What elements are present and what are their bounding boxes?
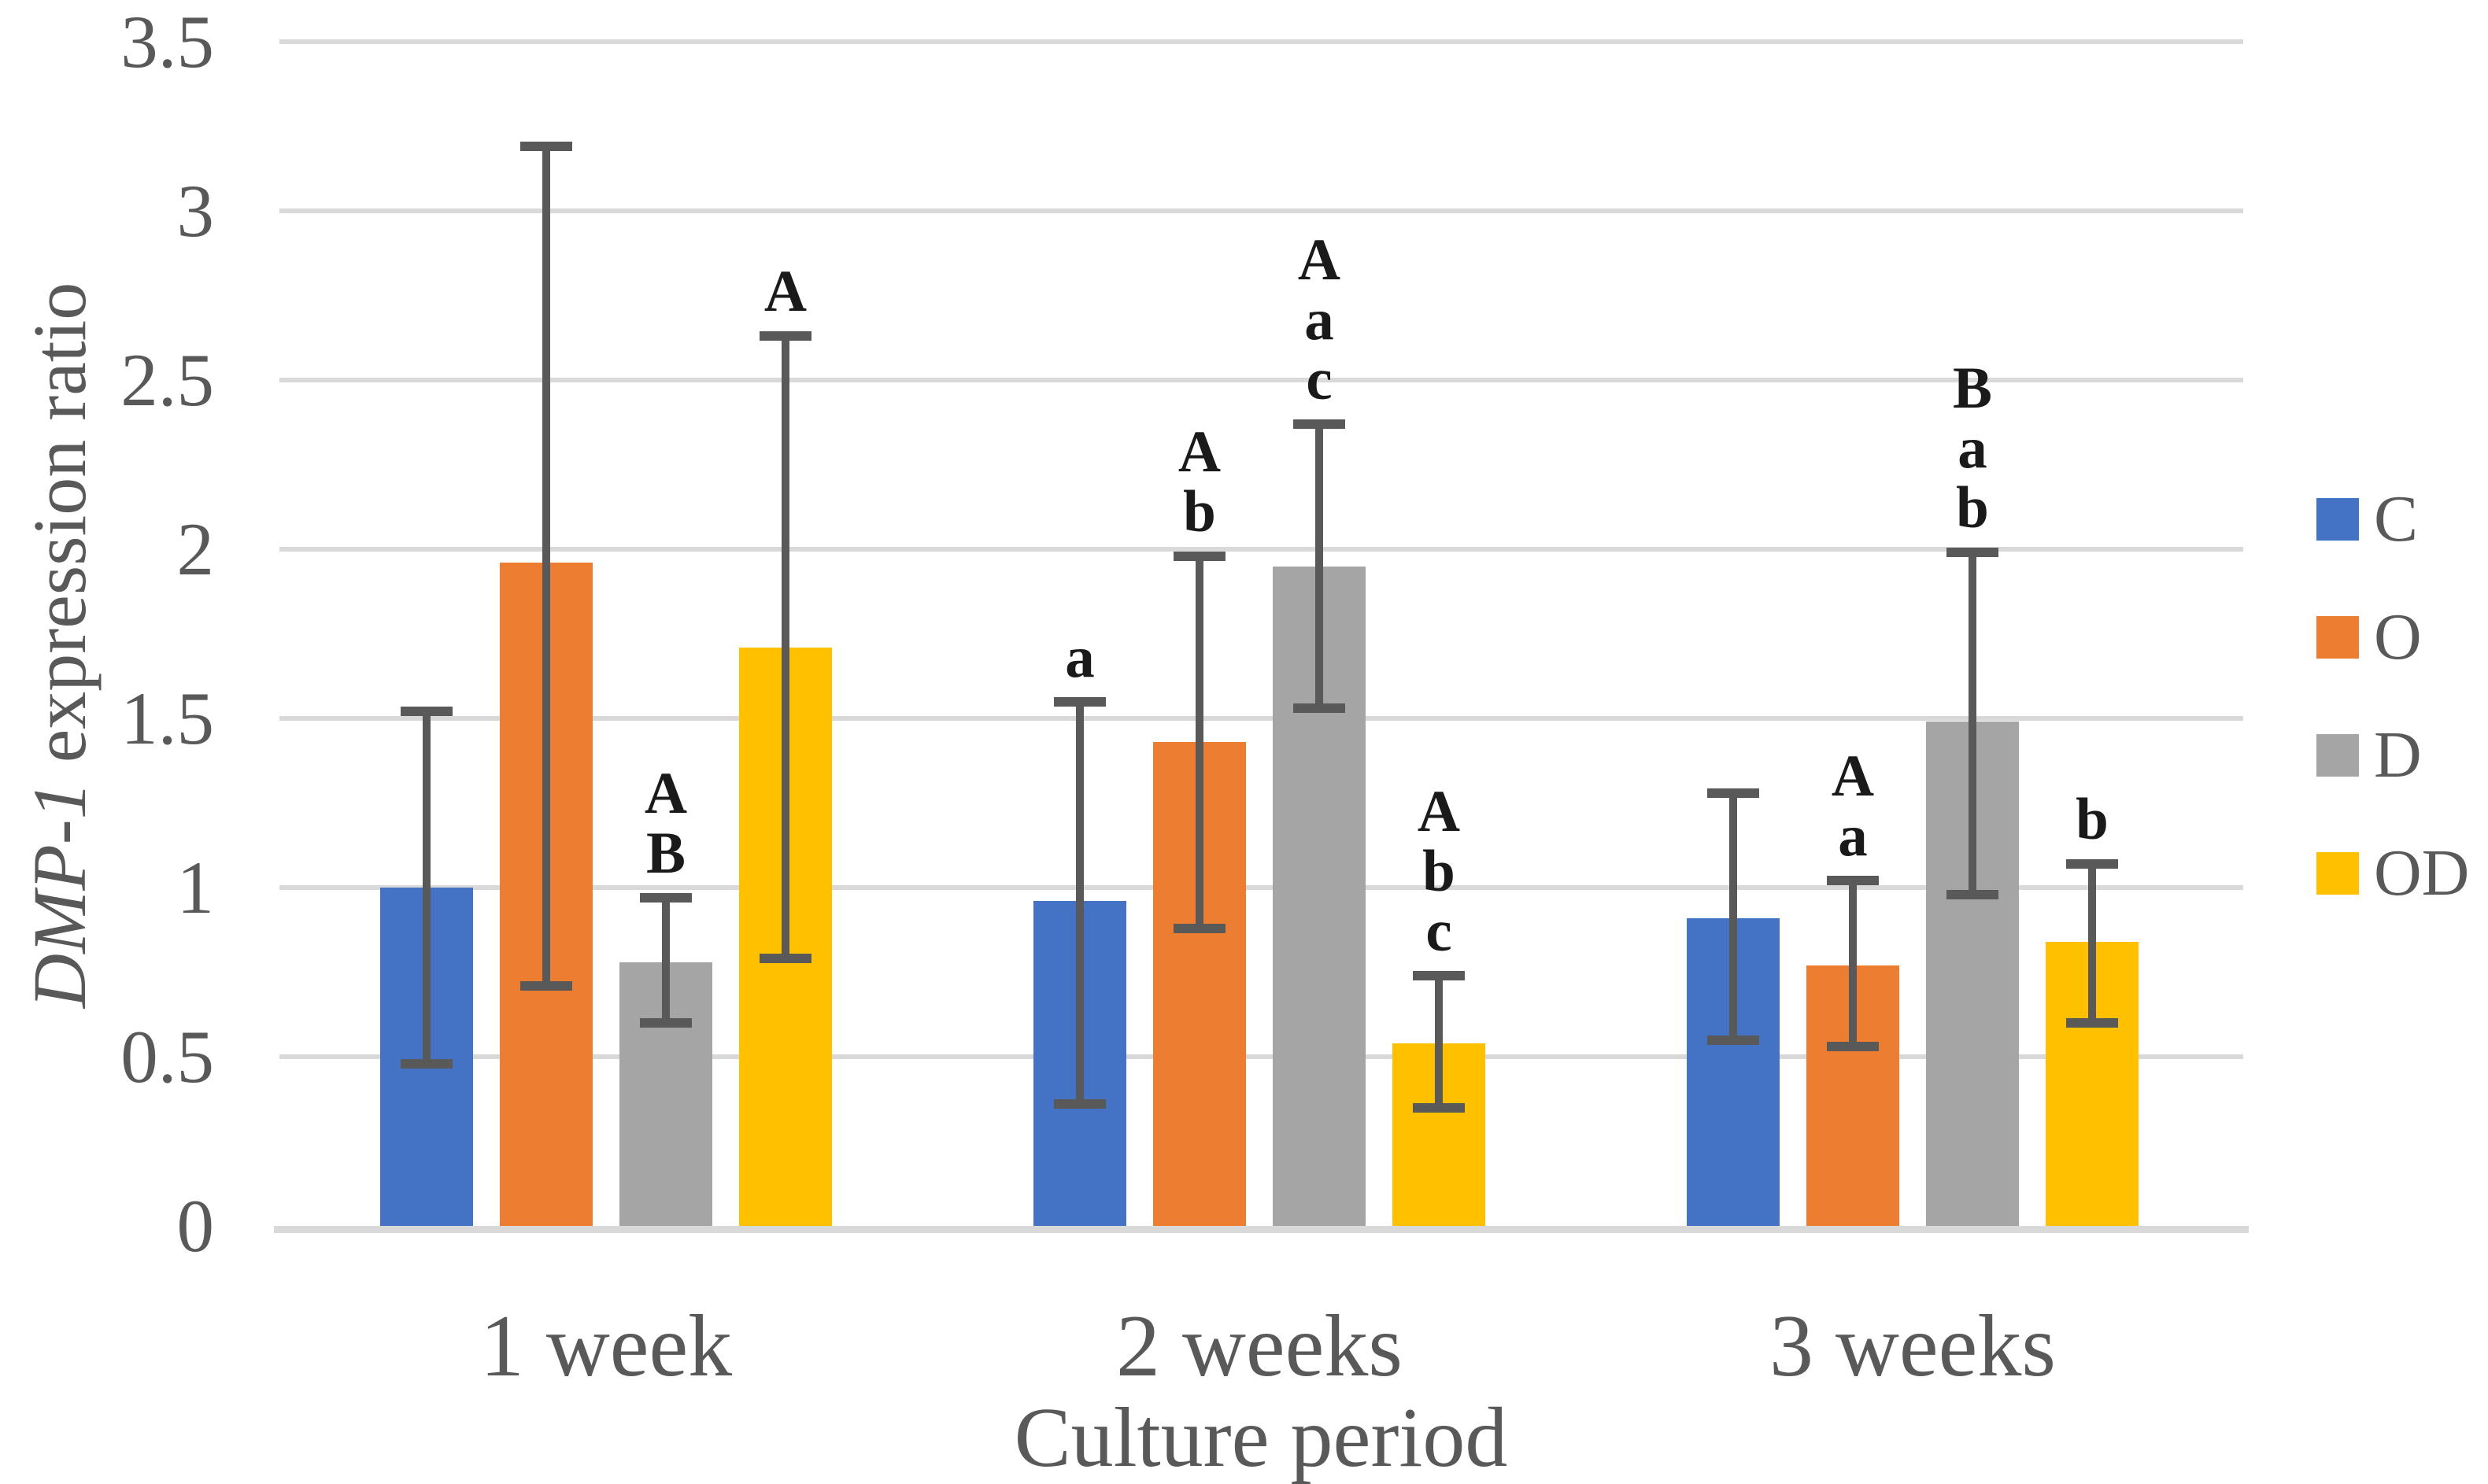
error-bar-line-D-1-week: [662, 897, 670, 1023]
y-tick-label-2: 2: [176, 508, 215, 591]
error-bar-line-C-1-week: [423, 711, 431, 1064]
error-bar-cap-bottom-OD-3-weeks: [2066, 1018, 2118, 1028]
significance-letter: b: [1183, 478, 1216, 545]
x-category-1-week: 1 week: [479, 1298, 733, 1395]
significance-letter: b: [1422, 838, 1455, 904]
legend-swatch-C: [2316, 498, 2359, 541]
x-axis-title: Culture period: [1014, 1391, 1508, 1484]
y-tick-label-3: 3: [176, 169, 215, 253]
x-axis-line: [274, 1226, 2249, 1233]
gridline-2.5: [279, 378, 2243, 382]
significance-letter: c: [1425, 898, 1452, 964]
legend-swatch-D: [2316, 734, 2359, 777]
gridline-1: [279, 885, 2243, 890]
error-bar-line-OD-1-week: [782, 336, 789, 959]
significance-letter: B: [1952, 356, 1993, 422]
error-bar-cap-bottom-D-2-weeks: [1293, 703, 1345, 714]
significance-letter: c: [1306, 346, 1333, 412]
significance-letter: a: [1065, 624, 1095, 690]
error-bar-cap-bottom-C-3-weeks: [1707, 1035, 1759, 1045]
error-bar-cap-bottom-OD-2-weeks: [1413, 1102, 1465, 1113]
legend-label-O: O: [2374, 600, 2422, 674]
error-bar-cap-top-D-3-weeks: [1946, 548, 1998, 558]
gridline-3: [279, 209, 2243, 213]
significance-letter: a: [1304, 286, 1334, 353]
gridline-0.5: [279, 1054, 2243, 1059]
y-axis-title: DMP-1 expression ratio: [13, 173, 110, 1117]
error-bar-cap-top-D-2-weeks: [1293, 419, 1345, 429]
error-bar-cap-top-C-2-weeks: [1054, 696, 1106, 707]
significance-letter: A: [644, 760, 688, 826]
gridline-1.5: [279, 716, 2243, 721]
gridline-2: [279, 547, 2243, 552]
legend-label-D: D: [2374, 718, 2422, 792]
y-tick-label-0: 0: [176, 1184, 215, 1268]
error-bar-cap-bottom-O-2-weeks: [1174, 923, 1226, 933]
significance-letter: b: [2076, 786, 2109, 852]
significance-letters-OD-1-week: A: [667, 262, 904, 322]
significance-letter: a: [1838, 803, 1868, 869]
legend-swatch-OD: [2316, 852, 2359, 895]
error-bar-line-C-2-weeks: [1076, 701, 1084, 1105]
error-bar-cap-top-O-3-weeks: [1827, 876, 1879, 886]
error-bar-line-D-3-weeks: [1969, 552, 1976, 895]
error-bar-line-C-3-weeks: [1729, 792, 1737, 1040]
error-bar-cap-bottom-D-3-weeks: [1946, 889, 1998, 899]
error-bar-cap-top-D-1-week: [640, 892, 692, 903]
error-bar-cap-top-O-2-weeks: [1174, 551, 1226, 561]
legend-label-OD: OD: [2374, 836, 2470, 910]
significance-letter: b: [1956, 475, 1989, 541]
y-tick-label-1: 1: [176, 846, 215, 929]
error-bar-cap-bottom-OD-1-week: [760, 954, 811, 964]
y-tick-label-1.5: 1.5: [120, 677, 214, 760]
error-bar-cap-bottom-C-2-weeks: [1054, 1099, 1106, 1109]
x-category-2-weeks: 2 weeks: [1116, 1298, 1403, 1395]
significance-letter: A: [1177, 419, 1222, 485]
error-bar-cap-bottom-C-1-week: [401, 1058, 453, 1069]
error-bar-cap-top-O-1-week: [520, 142, 572, 152]
significance-letter: A: [1417, 778, 1461, 844]
error-bar-line-D-2-weeks: [1315, 423, 1323, 709]
significance-letter: A: [1297, 227, 1341, 293]
error-bar-cap-top-OD-2-weeks: [1413, 970, 1465, 980]
error-bar-line-O-1-week: [542, 146, 550, 986]
legend-swatch-O: [2316, 616, 2359, 659]
y-axis-title-rest: expression ratio: [17, 282, 102, 782]
y-tick-label-3.5: 3.5: [120, 0, 214, 83]
significance-letters-OD-3-weeks: b: [1974, 786, 2210, 852]
significance-letter: a: [1957, 415, 1987, 482]
significance-letter: B: [645, 820, 686, 886]
y-tick-label-2.5: 2.5: [120, 338, 214, 422]
error-bar-cap-bottom-O-3-weeks: [1827, 1042, 1879, 1052]
error-bar-line-O-3-weeks: [1849, 880, 1857, 1047]
error-bar-cap-top-C-3-weeks: [1707, 788, 1759, 798]
x-category-3-weeks: 3 weeks: [1769, 1298, 2056, 1395]
error-bar-cap-top-OD-1-week: [760, 331, 811, 341]
error-bar-cap-bottom-O-1-week: [520, 980, 572, 991]
error-bar-line-O-2-weeks: [1196, 556, 1203, 928]
error-bar-cap-top-C-1-week: [401, 707, 453, 717]
y-axis-title-italic: DMP-1: [17, 781, 102, 1009]
significance-letter: A: [1831, 744, 1875, 810]
error-bar-cap-top-OD-3-weeks: [2066, 858, 2118, 869]
legend-label-C: C: [2374, 482, 2419, 556]
error-bar-line-OD-2-weeks: [1435, 975, 1443, 1108]
error-bar-line-OD-3-weeks: [2088, 863, 2096, 1023]
gridline-3.5: [279, 39, 2243, 44]
significance-letter: A: [763, 259, 808, 325]
error-bar-cap-bottom-D-1-week: [640, 1018, 692, 1028]
significance-letters-C-2-weeks: a: [962, 624, 1198, 690]
y-tick-label-0.5: 0.5: [120, 1015, 214, 1098]
